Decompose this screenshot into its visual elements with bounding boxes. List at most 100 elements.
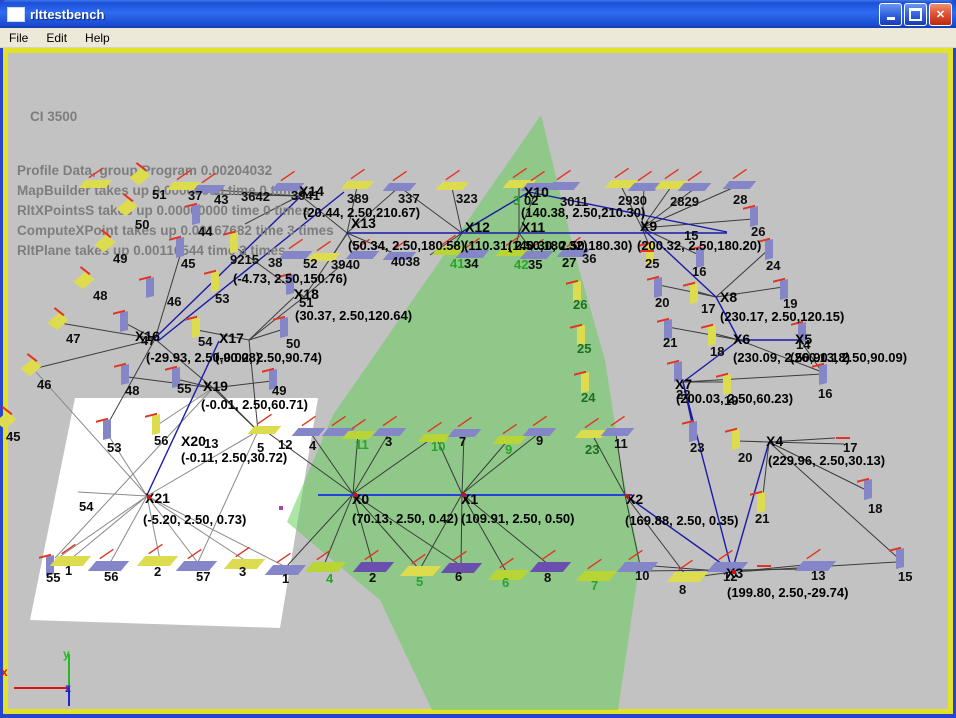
node-number: 55 <box>177 381 192 396</box>
node-number: 45 <box>6 429 21 444</box>
node-number: 11 <box>614 436 628 451</box>
node-number: 1 <box>65 563 73 578</box>
maximize-button[interactable] <box>904 2 927 26</box>
node-number: 2 <box>154 564 162 579</box>
gray-lines <box>146 495 161 561</box>
xpoint-label: X9 <box>640 218 658 234</box>
node-number: 46 <box>167 294 182 309</box>
xpoint-label: X6 <box>733 331 751 347</box>
black-lines <box>620 185 643 229</box>
node-number: 47 <box>66 331 81 346</box>
node-number: 51 <box>299 295 314 310</box>
minimize-button[interactable] <box>879 2 902 26</box>
gray-lines <box>77 491 148 497</box>
close-button[interactable]: ✕ <box>929 2 952 26</box>
node-number: 9215 <box>230 252 259 267</box>
red-tick-icon <box>640 250 654 252</box>
xpoint-coordinates: (199.80, 2.50,-29.74) <box>727 585 849 600</box>
xpoint-coordinates: (140.38, 2.50,210.30) <box>521 205 646 220</box>
xpoint-coordinates: (140.30, 2.50,180.30) <box>508 238 633 253</box>
black-lines <box>400 187 463 234</box>
node-number: 19 <box>783 296 798 311</box>
xpoint-coordinates: (30.37, 2.50,120.64) <box>295 308 413 323</box>
node-number: 44 <box>198 224 213 239</box>
scene-svg <box>14 115 898 710</box>
vertex-dot <box>462 493 466 497</box>
marker <box>204 269 219 292</box>
node-number: 11 <box>355 437 369 452</box>
black-lines <box>768 441 867 491</box>
node-number: 25 <box>645 256 660 271</box>
gray-lines <box>54 495 148 561</box>
marker <box>273 315 288 338</box>
node-number: 23 <box>585 442 600 457</box>
xpoint-label: X13 <box>351 215 376 231</box>
node-number: 16 <box>818 386 833 401</box>
black-lines <box>641 185 738 229</box>
node-number: 52 <box>303 256 318 271</box>
node-number: 3011 <box>560 194 589 209</box>
node-number: 14 <box>796 337 811 352</box>
black-lines <box>346 186 358 234</box>
node-number: 3 <box>385 434 393 449</box>
node-number: 50 <box>135 217 150 232</box>
black-lines <box>736 440 770 443</box>
profile-line: RltPlane takes up 0.00116544 time 3 time… <box>17 243 286 258</box>
black-lines <box>352 432 390 495</box>
xpoint-label: X12 <box>465 219 490 235</box>
node-number: 1 <box>282 571 290 586</box>
blue-lines <box>154 196 301 339</box>
viewport-canvas[interactable]: CI 3500 Profile Data, group Program 0.00… <box>0 48 953 714</box>
node-number: 37 <box>188 188 203 203</box>
blue-lines <box>624 494 733 572</box>
black-lines <box>154 338 214 389</box>
node-number: 46 <box>37 377 52 392</box>
black-lines <box>212 380 273 389</box>
axis-z-label: z <box>65 681 71 695</box>
black-lines <box>461 434 465 495</box>
xpoint-label: X7 <box>675 376 693 392</box>
marker <box>113 309 128 332</box>
black-lines <box>32 338 156 370</box>
black-lines <box>451 187 463 234</box>
black-lines <box>461 433 539 495</box>
gray-lines <box>54 387 214 559</box>
xpoint-coordinates: (169.88, 2.50, 0.35) <box>625 513 739 528</box>
minimize-icon <box>886 17 895 20</box>
window-title: rlttestbench <box>30 6 105 22</box>
xpoint-coordinates: (230.17, 2.50,120.15) <box>720 309 845 324</box>
xpoint-coordinates: (50.34, 2.50,180.58) <box>348 238 466 253</box>
xpoint-coordinates: (110.31, 2.50,180.32) <box>464 238 588 253</box>
xpoint-coordinates: (230.09, 2.50,90.18) <box>733 350 851 365</box>
black-lines <box>294 190 348 234</box>
node-number: 3 <box>239 564 247 579</box>
node-number: 3940 <box>331 257 360 272</box>
menu-bar: File Edit Help <box>0 28 956 48</box>
gray-lines <box>146 495 247 562</box>
node-number: 3642 <box>241 189 270 204</box>
node-number: 10 <box>431 439 446 454</box>
black-lines <box>352 433 359 495</box>
black-lines <box>352 493 374 566</box>
menu-help[interactable]: Help <box>85 30 110 45</box>
xpoint-coordinates: (200.32, 2.50,180.20) <box>637 238 762 253</box>
axis-x-label: x <box>1 665 8 679</box>
black-lines <box>249 193 300 197</box>
vertex-dot <box>732 570 736 574</box>
node-number: 48 <box>93 288 108 303</box>
app-icon <box>7 6 25 22</box>
gray-lines <box>35 371 148 497</box>
title-bar[interactable]: rlttestbench ✕ <box>0 0 956 28</box>
node-number: 53 <box>215 291 230 306</box>
node-number: 53 <box>107 440 122 455</box>
menu-file[interactable]: File <box>9 30 29 45</box>
marker <box>185 202 200 225</box>
black-lines <box>641 187 645 229</box>
node-number: 55 <box>46 570 61 585</box>
node-number: 10 <box>635 568 650 583</box>
black-lines <box>248 328 285 341</box>
menu-edit[interactable]: Edit <box>46 30 68 45</box>
black-lines <box>263 429 354 495</box>
marker <box>114 362 129 385</box>
